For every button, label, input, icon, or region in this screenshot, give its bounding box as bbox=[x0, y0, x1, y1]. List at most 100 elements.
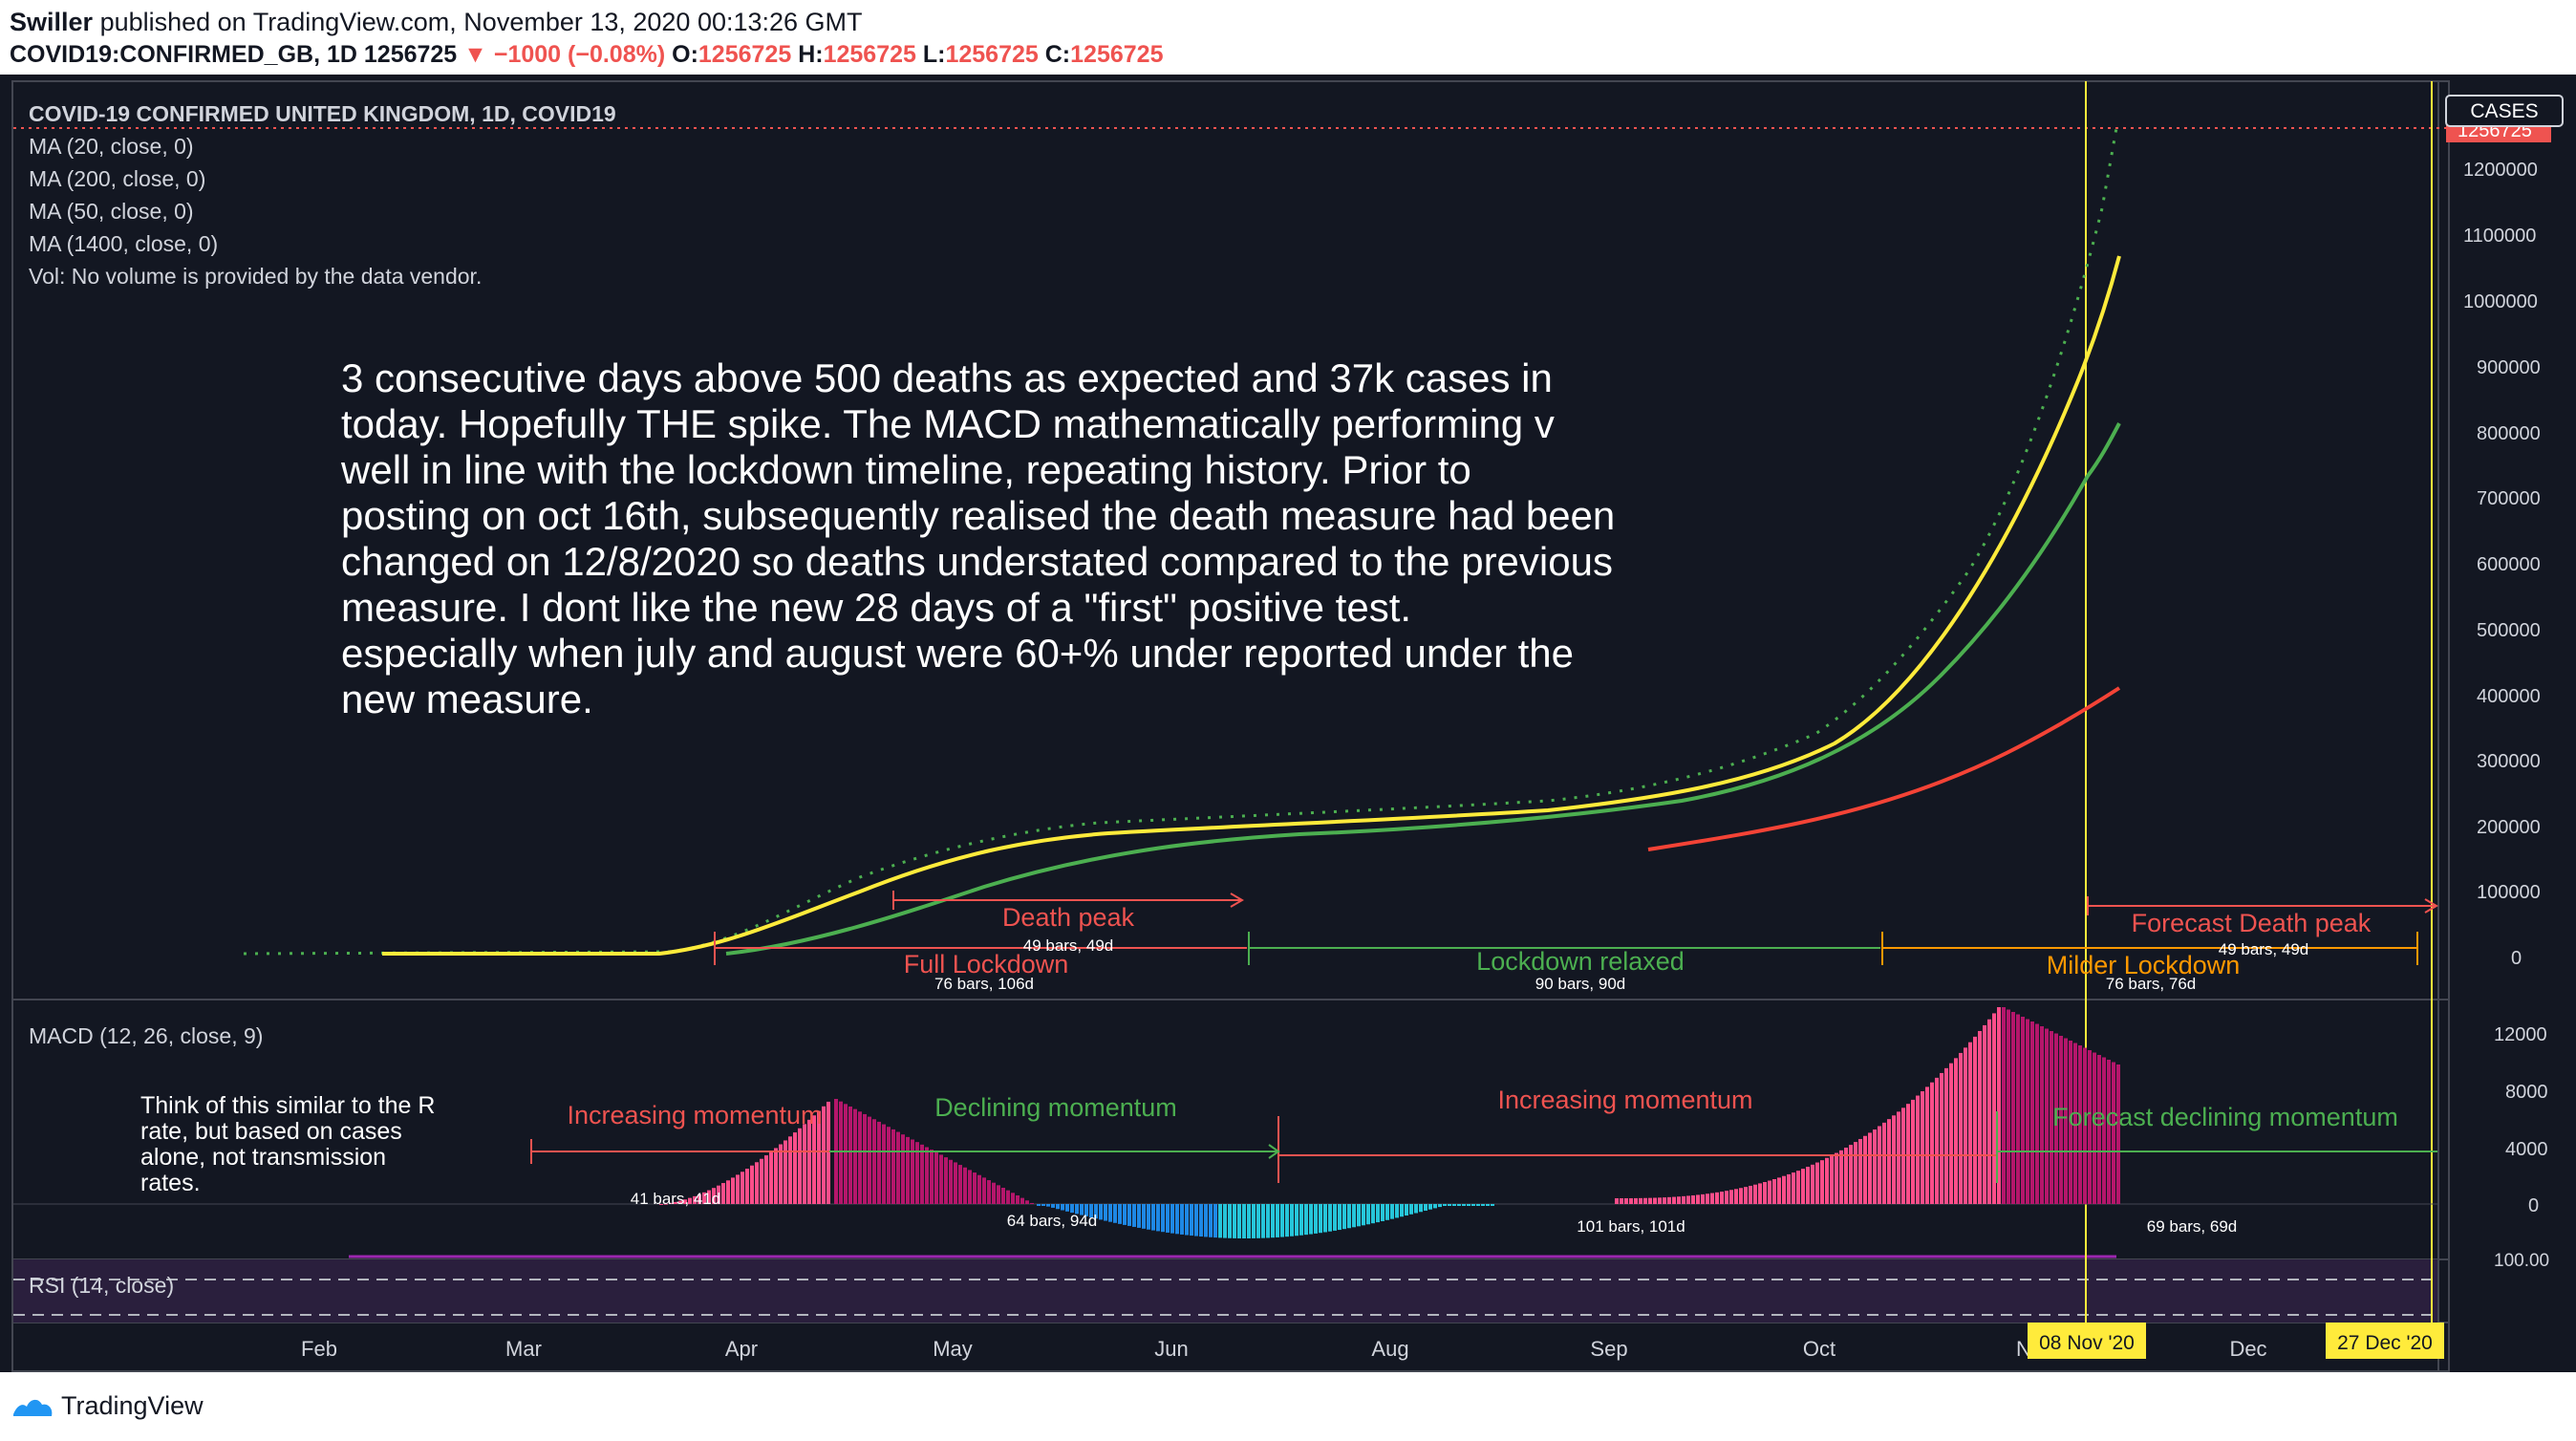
macd-axis[interactable]: 12000 8000 4000 0 bbox=[2494, 1024, 2548, 1216]
macd-bar bbox=[1925, 1086, 1929, 1204]
macd-increasing2-label: Increasing momentum bbox=[1497, 1086, 1752, 1114]
macd-bar bbox=[1046, 1204, 1050, 1207]
macd-bar bbox=[1954, 1058, 1958, 1204]
annotation-text: 3 consecutive days above 500 deaths as e… bbox=[340, 355, 1615, 721]
time-tick: N bbox=[2016, 1337, 2031, 1361]
macd-bar bbox=[826, 1101, 830, 1204]
macd-bar bbox=[930, 1150, 934, 1204]
macd-bar bbox=[1787, 1173, 1791, 1204]
macd-bar bbox=[1462, 1204, 1466, 1206]
macd-bar bbox=[1080, 1204, 1084, 1215]
macd-bar bbox=[848, 1106, 852, 1204]
macd-bar bbox=[812, 1115, 816, 1204]
annotation-line: well in line with the lockdown timeline,… bbox=[340, 447, 1471, 492]
macd-bar bbox=[1844, 1148, 1848, 1204]
price-tick: 0 bbox=[2511, 948, 2522, 969]
time-axis[interactable]: Feb Mar Apr May Jun Aug Sep Oct N Dec bbox=[301, 1337, 2267, 1361]
macd-bar bbox=[963, 1167, 967, 1204]
macd-bar bbox=[1820, 1160, 1824, 1204]
close-value: 1256725 bbox=[1070, 41, 1164, 68]
time-tick: Feb bbox=[301, 1337, 337, 1361]
macd-bar bbox=[741, 1172, 744, 1204]
macd-bar bbox=[1935, 1077, 1939, 1204]
macd-bar bbox=[1987, 1019, 1991, 1204]
macd-bar bbox=[872, 1119, 876, 1204]
macd-bar bbox=[1873, 1129, 1877, 1204]
symbol-name: COVID19:CONFIRMED_GB, 1D 1256725 bbox=[10, 41, 458, 68]
macd-bar bbox=[887, 1127, 891, 1204]
macd-bar bbox=[774, 1148, 778, 1204]
macd-bar bbox=[2088, 1050, 2092, 1204]
legend-ma50[interactable]: MA (50, close, 0) bbox=[29, 199, 194, 224]
macd-bar bbox=[1376, 1204, 1380, 1223]
annotation-line: today. Hopefully THE spike. The MACD mat… bbox=[341, 401, 1555, 446]
macd-bar bbox=[1634, 1197, 1638, 1204]
macd-bar bbox=[1944, 1067, 1948, 1204]
macd-bar bbox=[1084, 1204, 1088, 1216]
price-axis[interactable]: 1200000 1100000 1000000 900000 800000 70… bbox=[2463, 160, 2541, 969]
macd-bar bbox=[1362, 1204, 1365, 1226]
macd-bar bbox=[2002, 1007, 2006, 1204]
macd-bar bbox=[977, 1174, 981, 1204]
price-tick: 100000 bbox=[2477, 882, 2541, 903]
rsi-title[interactable]: RSI (14, close) bbox=[29, 1273, 174, 1298]
forecast-death-peak-bars: 49 bars, 49d bbox=[2219, 940, 2309, 958]
macd-bar bbox=[807, 1119, 811, 1204]
tradingview-logo-icon bbox=[13, 1399, 53, 1416]
macd-bar bbox=[726, 1180, 730, 1204]
macd-bar bbox=[1276, 1204, 1279, 1237]
legend-ma200[interactable]: MA (200, close, 0) bbox=[29, 166, 205, 191]
macd-bar bbox=[1667, 1196, 1671, 1204]
full-lockdown-bars: 76 bars, 106d bbox=[934, 975, 1034, 993]
macd-bar bbox=[1070, 1204, 1074, 1214]
macd-bar bbox=[1061, 1204, 1064, 1211]
macd-bar bbox=[1099, 1204, 1103, 1220]
macd-bar bbox=[1753, 1184, 1757, 1204]
macd-bar bbox=[901, 1134, 905, 1204]
rsi-tick: 100.00 bbox=[2494, 1251, 2549, 1271]
macd-bar bbox=[1768, 1180, 1771, 1204]
macd-bar bbox=[1663, 1197, 1666, 1204]
author-name[interactable]: Swiller bbox=[10, 8, 94, 36]
macd-bar bbox=[2030, 1022, 2034, 1204]
macd-bar bbox=[1309, 1204, 1313, 1235]
chart-canvas[interactable]: Death peak 49 bars, 49d Full Lockdown 76… bbox=[0, 75, 2576, 1372]
legend-volume[interactable]: Vol: No volume is provided by the data v… bbox=[29, 264, 482, 289]
macd-bar bbox=[2040, 1026, 2044, 1204]
macd-bar bbox=[1849, 1145, 1853, 1204]
macd-bar bbox=[669, 1202, 673, 1204]
macd-bar bbox=[1252, 1204, 1256, 1238]
macd-bar bbox=[1175, 1204, 1179, 1235]
legend-ma20[interactable]: MA (20, close, 0) bbox=[29, 134, 194, 159]
annotation-line: 3 consecutive days above 500 deaths as e… bbox=[341, 355, 1553, 400]
macd-bar bbox=[1065, 1204, 1069, 1212]
brand-name[interactable]: TradingView bbox=[61, 1391, 204, 1420]
macd-tick: 12000 bbox=[2494, 1024, 2547, 1045]
macd-bar bbox=[1414, 1204, 1418, 1214]
macd-bar bbox=[1233, 1204, 1236, 1238]
macd-bar bbox=[1020, 1197, 1024, 1204]
macd-increasing-label: Increasing momentum bbox=[567, 1101, 822, 1129]
publish-header: Swiller published on TradingView.com, No… bbox=[0, 0, 2576, 75]
macd-bar bbox=[939, 1154, 943, 1204]
cases-badge[interactable] bbox=[2445, 95, 2564, 127]
death-peak-label: Death peak bbox=[1002, 903, 1135, 932]
macd-bar bbox=[891, 1129, 895, 1204]
macd-bar bbox=[731, 1177, 735, 1204]
macd-bar bbox=[1001, 1187, 1005, 1204]
date-marker-dec[interactable] bbox=[2326, 1323, 2444, 1359]
milder-lockdown-bars: 76 bars, 76d bbox=[2106, 975, 2197, 993]
date-marker-nov[interactable] bbox=[2028, 1323, 2146, 1359]
macd-bar bbox=[822, 1106, 826, 1204]
macd-bar bbox=[764, 1155, 768, 1204]
macd-bar bbox=[987, 1180, 991, 1204]
legend-ma1400[interactable]: MA (1400, close, 0) bbox=[29, 231, 218, 256]
macd-bar bbox=[688, 1197, 692, 1204]
macd-bar bbox=[1868, 1132, 1872, 1204]
macd-bar bbox=[1729, 1190, 1733, 1204]
macd-bar bbox=[1304, 1204, 1308, 1236]
legend-title[interactable]: COVID-19 CONFIRMED UNITED KINGDOM, 1D, C… bbox=[29, 101, 616, 126]
macd-bar bbox=[1256, 1204, 1260, 1238]
macd-title[interactable]: MACD (12, 26, close, 9) bbox=[29, 1023, 263, 1048]
rsi-band bbox=[13, 1259, 2437, 1323]
